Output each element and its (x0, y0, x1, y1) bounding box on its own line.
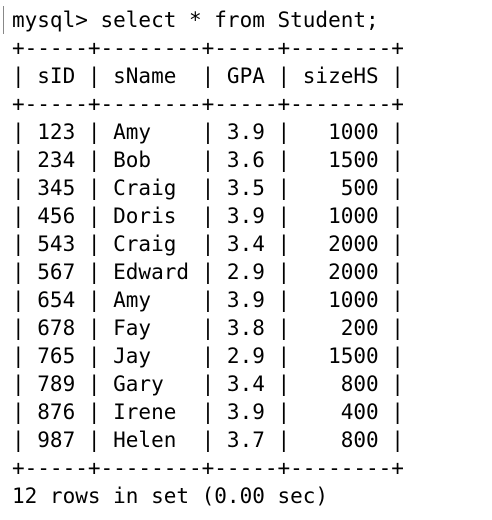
text-cursor-bar (3, 6, 4, 34)
table-row: | 678 | Fay | 3.8 | 200 | (12, 316, 404, 340)
table-row: | 765 | Jay | 2.9 | 1500 | (12, 344, 404, 368)
table-row: | 234 | Bob | 3.6 | 1500 | (12, 148, 404, 172)
table-row: | 123 | Amy | 3.9 | 1000 | (12, 120, 404, 144)
table-row: | 789 | Gary | 3.4 | 800 | (12, 372, 404, 396)
result-summary: 12 rows in set (0.00 sec) (12, 484, 329, 508)
table-border-top: +-----+--------+-----+--------+ (12, 36, 404, 60)
table-row: | 345 | Craig | 3.5 | 500 | (12, 176, 404, 200)
table-header-row: | sID | sName | GPA | sizeHS | (12, 64, 404, 88)
table-border-header: +-----+--------+-----+--------+ (12, 92, 404, 116)
table-row: | 456 | Doris | 3.9 | 1000 | (12, 204, 404, 228)
table-row: | 987 | Helen | 3.7 | 800 | (12, 428, 404, 452)
table-row: | 567 | Edward | 2.9 | 2000 | (12, 260, 404, 284)
command-prompt-line: mysql> select * from Student; (12, 8, 379, 32)
table-row: | 876 | Irene | 3.9 | 400 | (12, 400, 404, 424)
table-row: | 543 | Craig | 3.4 | 2000 | (12, 232, 404, 256)
table-row: | 654 | Amy | 3.9 | 1000 | (12, 288, 404, 312)
table-border-bottom: +-----+--------+-----+--------+ (12, 456, 404, 480)
